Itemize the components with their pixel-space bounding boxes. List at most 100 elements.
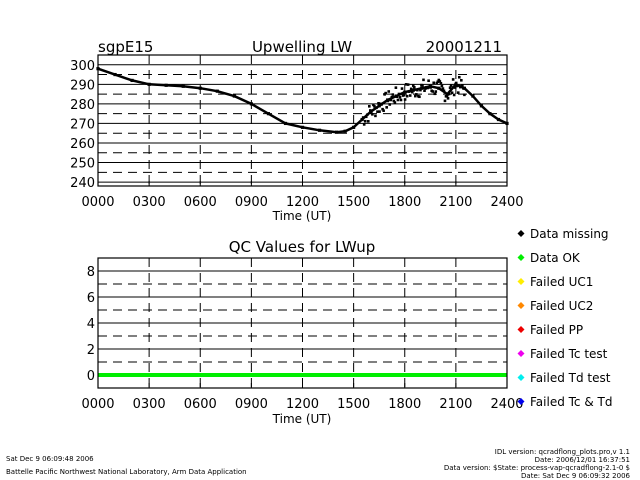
- upwelling-data-point: [232, 94, 236, 98]
- qc-chart-title: QC Values for LWup: [229, 238, 376, 256]
- qc-xtick-label: 1500: [337, 397, 370, 412]
- footer-idl-date: Date: 2006/12/01 16:37:51: [535, 456, 630, 464]
- upwelling-scatter-point: [456, 91, 460, 94]
- upwelling-scatter-point: [370, 111, 373, 115]
- upwelling-scatter-point: [432, 81, 436, 85]
- legend-marker-diamond-icon: [517, 326, 525, 333]
- upwelling-scatter-point: [439, 82, 443, 85]
- upwelling-scatter-point: [363, 119, 367, 123]
- qc-xtick-label: 1200: [286, 397, 319, 412]
- qc-ytick-label: 4: [87, 317, 95, 332]
- upwelling-scatter-point: [462, 87, 465, 90]
- upwelling-scatter-point: [452, 93, 456, 97]
- upwelling-scatter-point: [404, 83, 408, 86]
- upwelling-scatter-point: [422, 78, 425, 82]
- upwelling-ytick-label: 290: [70, 78, 95, 93]
- upwelling-data-points: [96, 67, 509, 134]
- upwelling-scatter-point: [446, 97, 450, 100]
- footer-data-date: Date: Sat Dec 9 06:09:32 2006: [521, 472, 630, 480]
- legend-marker-diamond-icon: [517, 350, 525, 357]
- upwelling-xtick-label: 0600: [184, 195, 217, 210]
- upwelling-chart-title: Upwelling LW: [252, 38, 352, 56]
- legend-marker-diamond-icon: [517, 302, 525, 309]
- upwelling-data-point: [317, 128, 322, 132]
- qc-x-ticks: 0000 0300 0600 0900 1200 1500 1800 2100 2400: [81, 383, 524, 412]
- upwelling-xtick-label: 1200: [286, 195, 319, 210]
- upwelling-x-axis-label: Time (UT): [272, 209, 332, 223]
- upwelling-scatter-point: [384, 91, 387, 95]
- upwelling-scatter-point: [450, 91, 454, 95]
- upwelling-x-ticks: 0000 0300 0600 0900 1200 1500 1800 2100 2400: [81, 181, 524, 210]
- footer-idl-version: IDL version: qcradflong_plots.pro,v 1.1: [495, 448, 630, 456]
- upwelling-data-point: [403, 90, 407, 94]
- upwelling-scatter-point: [409, 87, 413, 91]
- upwelling-scatter-point: [392, 99, 396, 103]
- upwelling-data-point: [420, 86, 424, 90]
- upwelling-ytick-label: 270: [70, 117, 95, 132]
- qc-xtick-label: 0900: [235, 397, 268, 412]
- upwelling-scatter-point: [433, 92, 437, 96]
- qc-xtick-label: 0300: [133, 397, 166, 412]
- upwelling-data-point: [352, 125, 356, 129]
- upwelling-scatter-point: [438, 80, 442, 83]
- footer-data-version: Data version: $State: process-vap-qcradf…: [444, 464, 630, 472]
- upwelling-scatter-point: [448, 86, 452, 90]
- legend-marker-diamond-icon: [517, 398, 525, 405]
- upwelling-scatter-point: [381, 107, 384, 111]
- upwelling-scatter-point: [453, 86, 457, 89]
- upwelling-scatter-point: [380, 103, 383, 106]
- legend-label: Failed Tc test: [530, 347, 608, 361]
- upwelling-scatter-point: [441, 87, 445, 90]
- upwelling-scatter-point: [434, 90, 438, 93]
- upwelling-scatter-point: [457, 75, 461, 79]
- upwelling-scatter-point: [421, 84, 424, 87]
- upwelling-ytick-label: 280: [70, 98, 95, 113]
- upwelling-scatter-point: [371, 113, 374, 116]
- upwelling-scatter-point: [378, 110, 381, 113]
- upwelling-scatter-point: [402, 93, 406, 97]
- upwelling-data-point: [198, 86, 202, 90]
- upwelling-ytick-label: 260: [70, 137, 95, 152]
- qc-xtick-label: 2400: [490, 397, 523, 412]
- upwelling-data-point: [147, 82, 151, 86]
- upwelling-data-point: [130, 78, 134, 83]
- upwelling-scatter-point: [443, 99, 447, 103]
- upwelling-scatter-point: [372, 103, 375, 107]
- qc-ytick-label: 8: [87, 265, 95, 280]
- upwelling-xtick-label: 0000: [81, 195, 114, 210]
- upwelling-data-point: [411, 88, 415, 92]
- upwelling-ytick-label: 240: [70, 176, 95, 191]
- upwelling-scatter-point: [407, 90, 411, 93]
- upwelling-scatter-point: [437, 78, 441, 82]
- upwelling-data-point: [334, 130, 339, 134]
- upwelling-scatter-point: [405, 94, 409, 98]
- upwelling-data-point: [266, 112, 271, 116]
- site-label: sgpE15: [98, 38, 153, 56]
- upwelling-ytick-label: 300: [70, 59, 95, 74]
- upwelling-scatter-point: [394, 86, 398, 89]
- qc-ytick-label: 0: [87, 369, 95, 384]
- qc-values-panel: QC Values for LWup 0 2 4 6 8 0000 0300 0600 090…: [81, 238, 523, 426]
- upwelling-scatter-point: [449, 84, 453, 87]
- upwelling-gridlines: [98, 55, 507, 186]
- qc-x-axis-label: Time (UT): [272, 412, 332, 426]
- upwelling-xtick-label: 1800: [388, 195, 421, 210]
- qc-ytick-label: 2: [87, 343, 95, 358]
- upwelling-scatter-point: [365, 113, 369, 117]
- date-label: 20001211: [426, 38, 502, 56]
- upwelling-xtick-label: 0300: [133, 195, 166, 210]
- upwelling-scatter-point: [395, 95, 399, 99]
- upwelling-scatter-point: [406, 83, 410, 86]
- qc-gridlines: [98, 258, 507, 388]
- legend-label: Failed PP: [530, 323, 583, 337]
- legend-label: Failed Td test: [530, 371, 611, 385]
- legend-label: Failed UC1: [530, 275, 593, 289]
- upwelling-data-point: [181, 84, 185, 88]
- upwelling-scatter-point: [459, 85, 462, 89]
- upwelling-data-point: [249, 102, 253, 106]
- legend-marker-diamond-icon: [517, 230, 525, 237]
- upwelling-scatter-point: [451, 78, 455, 81]
- upwelling-xtick-label: 0900: [235, 195, 268, 210]
- upwelling-scatter-point: [410, 90, 414, 94]
- upwelling-data-point: [300, 125, 305, 129]
